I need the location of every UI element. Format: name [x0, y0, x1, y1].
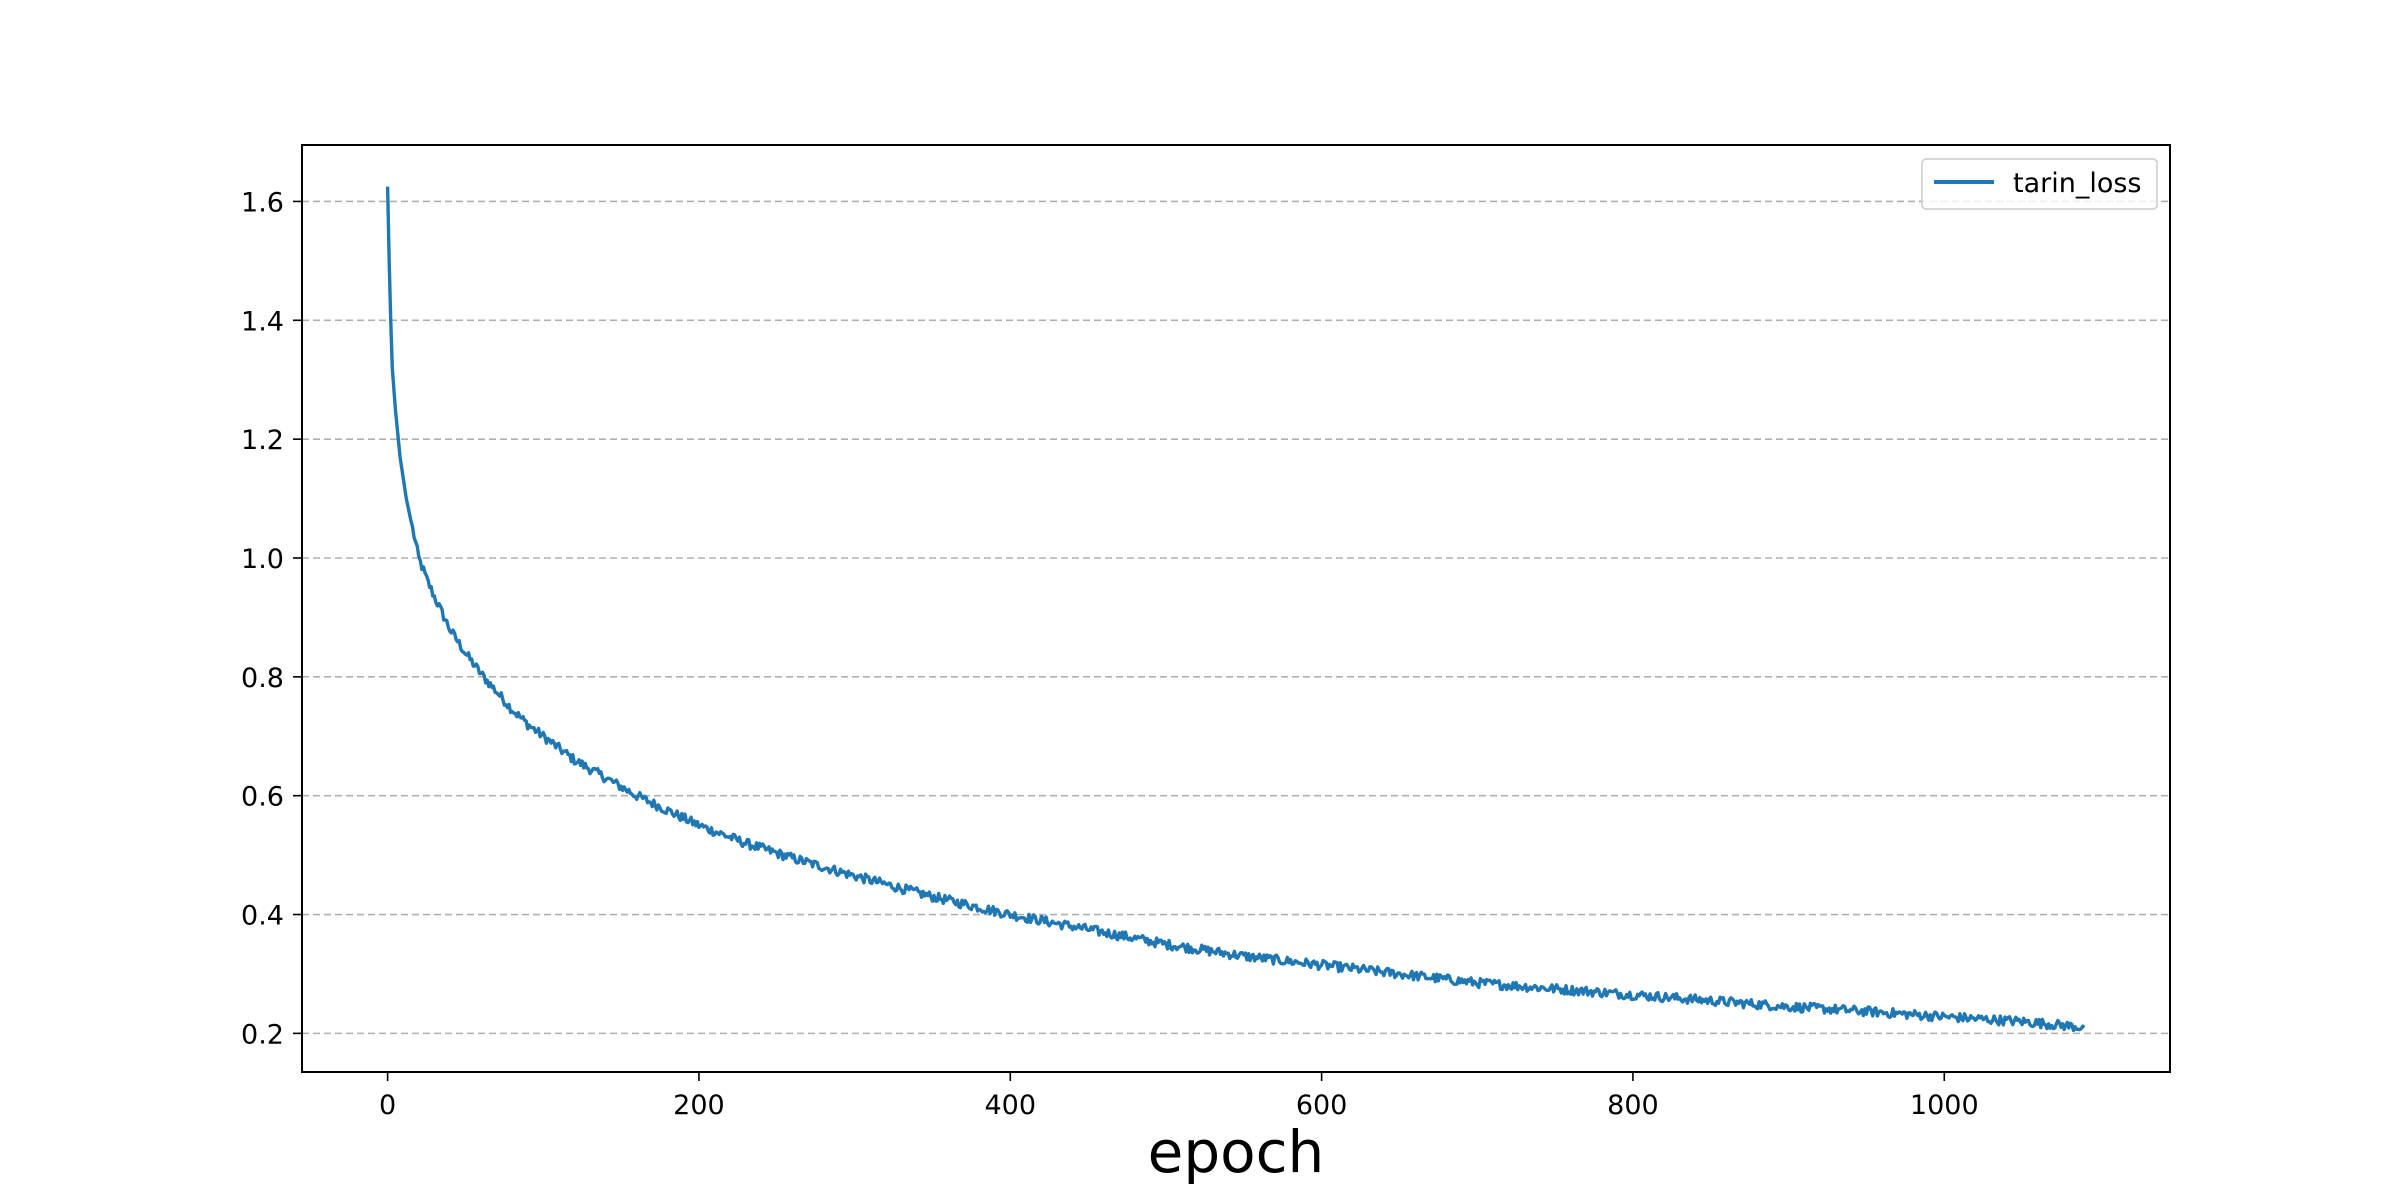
x-tick-label-1: 200 — [673, 1090, 725, 1121]
y-tick-label-2: 0.6 — [241, 782, 284, 813]
x-tick-label-5: 1000 — [1910, 1090, 1979, 1121]
y-axis-ticks: 0.2 0.4 0.6 0.8 1.0 1.2 1.4 1.6 — [241, 187, 302, 1050]
y-tick-label-0: 0.2 — [241, 1019, 284, 1050]
x-axis-ticks: 0 200 400 600 800 1000 — [379, 1072, 1979, 1121]
x-tick-label-2: 400 — [985, 1090, 1037, 1121]
x-tick-label-3: 600 — [1296, 1090, 1348, 1121]
plot-frame — [301, 144, 2171, 1073]
y-tick-label-7: 1.6 — [241, 187, 284, 218]
x-tick-label-4: 800 — [1607, 1090, 1659, 1121]
legend: tarin_loss — [1921, 158, 2158, 210]
x-tick-label-0: 0 — [379, 1090, 396, 1121]
y-tick-label-1: 0.4 — [241, 901, 284, 932]
series-layer — [385, 186, 2086, 1033]
y-tick-label-6: 1.4 — [241, 306, 284, 337]
series-line-0 — [385, 186, 2086, 1033]
legend-label-tarin-loss: tarin_loss — [2013, 168, 2142, 199]
y-tick-label-3: 0.8 — [241, 663, 284, 694]
grid-lines — [302, 200, 2170, 1035]
x-axis-title: epoch — [1148, 1118, 1325, 1186]
y-tick-label-5: 1.2 — [241, 425, 284, 456]
y-tick-label-4: 1.0 — [241, 544, 284, 575]
legend-box — [1921, 158, 2158, 210]
